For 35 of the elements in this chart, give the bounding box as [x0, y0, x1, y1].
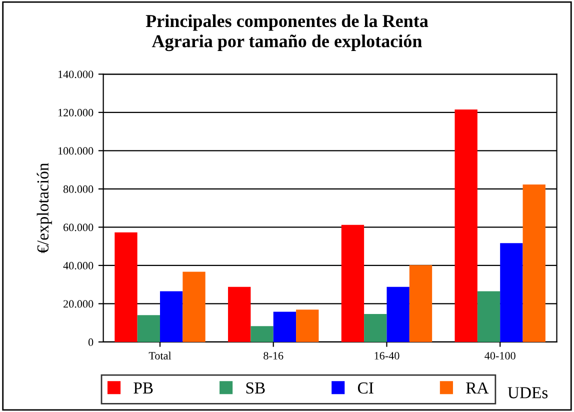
x-tick-label: 8-16 — [264, 352, 284, 360]
legend-label: RA — [466, 382, 489, 394]
y-tick-label: 100.000 — [58, 147, 94, 155]
x-axis-title: UDEs — [508, 387, 548, 398]
y-axis-title: €/explotación — [36, 162, 52, 254]
y-tick-label: 120.000 — [58, 108, 94, 116]
bar — [228, 286, 251, 342]
x-tick-label: Total — [148, 352, 172, 360]
bar — [250, 326, 274, 342]
bar — [364, 314, 387, 342]
bar — [273, 312, 296, 342]
bar — [477, 291, 500, 342]
legend-label: SB — [246, 382, 265, 394]
chart-title: Principales componentes de la Renta Agraria por tamaño de explotación — [146, 14, 428, 52]
bar — [114, 232, 138, 342]
bar — [296, 310, 319, 342]
y-tick-label: 80.000 — [63, 185, 94, 193]
bar — [522, 184, 546, 342]
y-tick-label: 140.000 — [58, 70, 94, 78]
legend-label: PB — [134, 382, 153, 394]
y-tick-label: 0 — [88, 338, 94, 346]
bar — [182, 272, 206, 342]
bar — [409, 265, 432, 342]
bar — [386, 286, 410, 342]
bar — [137, 315, 160, 342]
bar — [454, 110, 478, 342]
y-tick-label: 20.000 — [64, 300, 94, 308]
x-tick-label: 40-100 — [484, 352, 516, 360]
y-tick-label: 60.000 — [64, 224, 94, 232]
legend-label: CI — [358, 382, 374, 394]
x-tick-label: 16-40 — [374, 352, 400, 360]
bar — [500, 243, 523, 342]
bar — [341, 224, 364, 342]
bar — [160, 291, 183, 342]
y-tick-label: 40.000 — [63, 262, 94, 270]
